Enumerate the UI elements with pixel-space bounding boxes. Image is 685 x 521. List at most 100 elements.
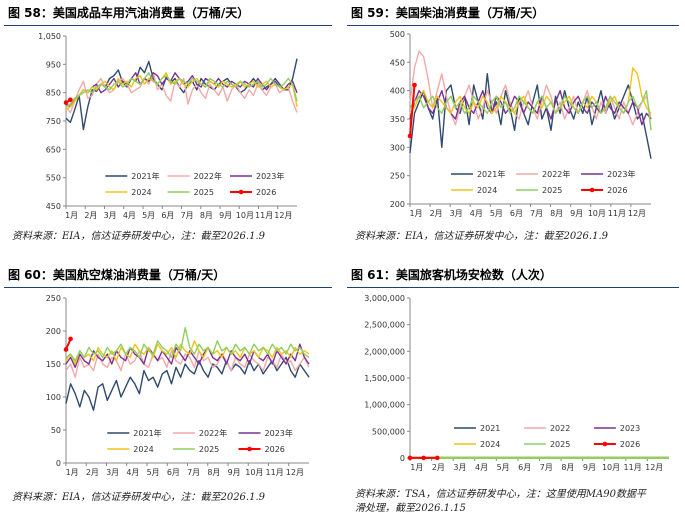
x-tick-label: 9月 [219, 211, 232, 220]
legend-label: 2024 [131, 188, 151, 197]
source-note: 资料来源：EIA，信达证券研发中心，注：截至2026.1.9 [12, 231, 266, 242]
source-note: 资料来源：EIA，信达证券研发中心，注：截至2026.1.9 [355, 231, 609, 242]
y-tick-label: 250 [390, 172, 405, 181]
series-line-2021年 [409, 73, 652, 159]
x-tick-label: 9月 [228, 468, 241, 477]
y-tick-label: 500 [390, 30, 405, 39]
legend-label: 2022年 [542, 169, 570, 179]
legend-label: 2025 [550, 440, 570, 449]
x-tick-label: 1月 [409, 209, 422, 218]
y-tick-label: 1,000,000 [364, 401, 405, 410]
legend-marker [589, 187, 595, 193]
y-tick-label: 400 [390, 87, 405, 96]
x-tick-label: 2月 [432, 463, 445, 472]
x-tick-label: 1月 [66, 468, 79, 477]
y-tick-label: 450 [390, 58, 405, 67]
series-line-2023年 [65, 343, 310, 369]
chart-58: 450 550 650 750 850 950 1,050 1月 2月 3月 4月 5月 6月 7月 8月 9… [38, 32, 298, 220]
series-line-2025 [409, 89, 652, 131]
y-tick-label: 250 [46, 294, 61, 303]
series-line-2026 [409, 84, 416, 137]
x-tick-label: 2月 [430, 209, 443, 218]
y-tick-label: 1,050 [38, 32, 61, 41]
x-tick-label: 6月 [518, 463, 531, 472]
legend-label: 2026 [256, 188, 276, 197]
x-tick-label: 10月 [236, 211, 254, 220]
y-tick-label: 950 [46, 60, 61, 69]
series-point-2026 [412, 82, 417, 88]
legend-marker [602, 441, 608, 447]
series-point-2026 [63, 347, 69, 352]
x-tick-label: 1月 [65, 211, 78, 220]
y-tick-label: 0 [400, 454, 405, 463]
x-tick-label: 3月 [106, 468, 119, 477]
panel-title: 图 61：美国旅客机场安检数（人次） [351, 268, 552, 282]
x-tick-label: 3月 [104, 211, 117, 220]
series-line-2021年 [65, 356, 310, 411]
x-tick-label: 7月 [540, 463, 553, 472]
x-tick-label: 11月 [608, 209, 626, 218]
panel-60: 图 60：美国航空煤油消费量（万桶/天） 0 50 100 150 200 250 1月 2月… [0, 266, 340, 521]
legend-label: 2022年 [194, 171, 222, 181]
y-tick-label: 450 [46, 202, 61, 211]
series-line-2024 [65, 72, 298, 111]
legend-label: 2021 [480, 424, 500, 433]
y-tick-label: 350 [390, 115, 405, 124]
panel-61: 图 61：美国旅客机场安检数（人次） 0 500,000 1,000,000 1,50… [343, 266, 685, 521]
x-tick-label: 4月 [475, 463, 488, 472]
y-tick-label: 650 [46, 145, 61, 154]
x-tick-label: 5月 [147, 468, 160, 477]
legend-label: 2021年 [477, 169, 505, 179]
x-tick-label: 2月 [86, 468, 99, 477]
x-tick-label: 6月 [161, 211, 174, 220]
x-tick-label: 11月 [624, 463, 642, 472]
y-tick-label: 100 [46, 393, 61, 402]
x-tick-label: 5月 [142, 211, 155, 220]
panel-title: 图 59：美国柴油消费量（万桶/天） [351, 6, 545, 20]
x-tick-label: 8月 [200, 211, 213, 220]
y-tick-label: 300 [390, 143, 405, 152]
legend-label: 2024 [480, 440, 500, 449]
legend-label: 2026 [265, 445, 285, 454]
x-tick-label: 5月 [497, 463, 510, 472]
panel-title: 图 58：美国成品车用汽油消费量（万桶/天） [8, 6, 250, 20]
series-point-2026 [68, 336, 73, 342]
y-tick-label: 2,500,000 [364, 321, 405, 330]
chart-60: 0 50 100 150 200 250 1月 2月 3月 4月 5月 6月 7月 8月 9月 10月 11月 1… [46, 294, 310, 477]
series-point-2026 [407, 133, 413, 139]
y-tick-label: 550 [46, 174, 61, 183]
x-tick-label: 9月 [583, 463, 596, 472]
legend-label: 2023年 [256, 171, 284, 181]
x-tick-label: 6月 [510, 209, 523, 218]
series-line-2025 [65, 72, 298, 108]
legend-label: 2025 [199, 445, 219, 454]
legend-marker [247, 446, 252, 452]
panel-58: 图 58：美国成品车用汽油消费量（万桶/天） 450 550 650 750 850 95… [0, 4, 340, 244]
series-line-2022年 [65, 72, 298, 114]
legend-label: 2024 [133, 445, 153, 454]
series-point-2026 [434, 455, 440, 461]
x-tick-label: 8月 [561, 463, 574, 472]
legend-label: 2021年 [133, 428, 161, 438]
legend-label: 2026 [620, 440, 640, 449]
x-tick-label: 12月 [286, 468, 304, 477]
chart-59: 200 250 300 350 400 450 500 1月 2月 3月 4月 5月 6月 7月 8月 9月 1… [390, 30, 652, 218]
x-tick-label: 10月 [245, 468, 263, 477]
legend-label: 2022 [550, 424, 570, 433]
y-tick-label: 50 [51, 426, 61, 435]
x-tick-label: 8月 [550, 209, 563, 218]
source-note: 资料来源：EIA，信达证券研发中心，注：截至2026.1.9 [12, 492, 266, 503]
x-tick-label: 4月 [126, 468, 139, 477]
x-tick-label: 11月 [266, 468, 284, 477]
y-tick-label: 1,500,000 [364, 374, 405, 383]
x-tick-label: 8月 [207, 468, 220, 477]
x-tick-label: 11月 [255, 211, 273, 220]
x-tick-label: 12月 [274, 211, 292, 220]
x-tick-label: 2月 [84, 211, 97, 220]
legend-label: 2023 [620, 424, 640, 433]
source-note: 资料来源：TSA，信达证券研发中心，注：这里使用MA90数据平滑处理，截至202… [355, 489, 646, 514]
x-tick-label: 9月 [570, 209, 583, 218]
legend-marker [238, 189, 244, 195]
x-tick-label: 7月 [530, 209, 543, 218]
panel-title: 图 60：美国航空煤油消费量（万桶/天） [8, 268, 226, 282]
